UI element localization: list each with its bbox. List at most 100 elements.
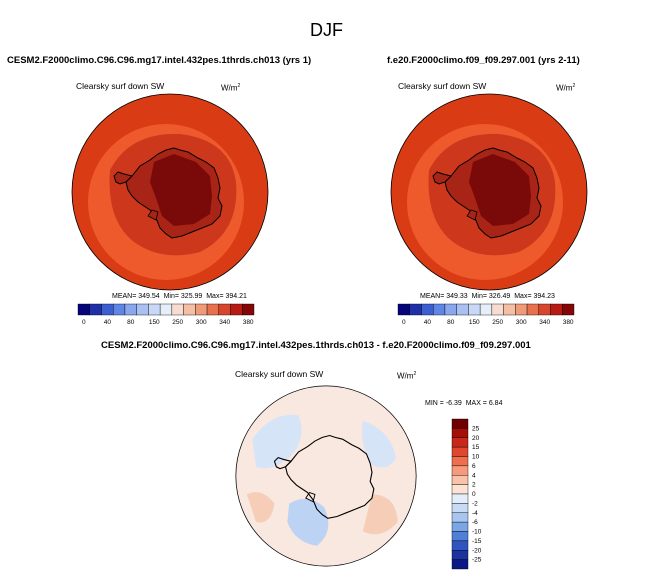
ross-sea-feature xyxy=(466,209,478,221)
colorbar-swatch xyxy=(451,493,469,504)
panel-2-min-value: 326.49 xyxy=(488,293,511,300)
colorbar-swatch xyxy=(491,303,504,316)
colorbar-tick-label: 250 xyxy=(492,319,503,326)
colorbar-swatch xyxy=(479,303,493,316)
panel-1-max-value: 394.21 xyxy=(225,293,247,300)
colorbar-tick-label: 380 xyxy=(243,319,254,326)
colorbar-swatch xyxy=(451,446,469,457)
colorbar-tick-label: -25 xyxy=(472,557,482,564)
colorbar-swatch xyxy=(451,503,469,513)
colorbar-tick-label: 380 xyxy=(563,319,574,326)
panel-1-min-value: 325.99 xyxy=(180,293,203,300)
warm-anomaly-region xyxy=(362,494,398,535)
colorbar-swatch xyxy=(451,465,469,476)
colorbar-swatch xyxy=(451,428,469,438)
colorbar-swatch xyxy=(113,303,126,316)
colorbar-swatch xyxy=(159,303,173,316)
colorbar-swatch xyxy=(433,303,446,316)
colorbar-swatch xyxy=(562,303,575,316)
colorbar-tick-label: 40 xyxy=(104,319,112,326)
panel-1-stats: MEAN= 349.54 Min= 325.99 Max= 394.21 xyxy=(112,293,247,300)
colorbar-tick-label: 0 xyxy=(472,491,476,498)
colorbar-swatch xyxy=(451,559,469,570)
colorbar-swatch xyxy=(206,303,219,316)
colorbar-swatch xyxy=(451,484,469,495)
colorbar-swatch xyxy=(101,303,114,316)
colorbar-swatch xyxy=(397,303,410,316)
colorbar-tick-label: 40 xyxy=(424,319,432,326)
panel-1-colorbar: 0 40 80 150 250 300 340 380 xyxy=(77,303,255,326)
colorbar-swatch xyxy=(451,550,469,560)
colorbar-swatch xyxy=(451,540,469,551)
colorbar-swatch xyxy=(77,303,90,316)
panel-2-title: f.e20.F2000climo.f09_f09.297.001 (yrs 2-… xyxy=(387,55,580,66)
colorbar-tick-label: 80 xyxy=(127,319,135,326)
panel-3-title: CESM2.F2000climo.C96.C96.mg17.intel.432p… xyxy=(101,340,531,351)
colorbar-swatch xyxy=(230,303,243,316)
colorbar-swatch xyxy=(451,512,469,523)
colorbar-swatch xyxy=(242,303,255,316)
interior-plateau-region xyxy=(150,154,212,226)
panel-1-polar-map xyxy=(71,93,269,291)
cool-anomaly-region xyxy=(361,420,396,468)
antarctic-peninsula xyxy=(113,171,133,185)
panel-2-units: W/m2 xyxy=(556,83,576,93)
panel-1-variable-label: Clearsky surf down SW xyxy=(76,81,165,91)
antarctic-peninsula xyxy=(273,456,293,470)
colorbar-tick-label: 150 xyxy=(469,319,480,326)
colorbar-tick-label: 15 xyxy=(472,444,480,451)
panel-2-max-value: 394.23 xyxy=(533,293,555,300)
antarctica-coastline xyxy=(284,434,375,519)
panel-1-title: CESM2.F2000climo.C96.C96.mg17.intel.432p… xyxy=(7,55,312,66)
warm-anomaly-region xyxy=(246,492,275,523)
colorbar-swatch xyxy=(218,303,231,316)
colorbar-tick-label: 150 xyxy=(149,319,160,326)
colorbar-tick-label: 300 xyxy=(516,319,527,326)
colorbar-tick-label: 0 xyxy=(82,319,86,326)
colorbar-swatch xyxy=(526,303,539,316)
panel-2-colorbar: 0 40 80 150 250 300 340 380 xyxy=(397,303,575,326)
panel-2-stats: MEAN= 349.33 Min= 326.49 Max= 394.23 xyxy=(420,293,555,300)
panel-3-stats: MIN = -6.39 MAX = 6.84 xyxy=(425,400,503,407)
antarctic-peninsula xyxy=(432,171,452,185)
colorbar-tick-label: 4 xyxy=(472,472,476,479)
colorbar-swatch xyxy=(451,531,469,542)
colorbar-tick-label: 20 xyxy=(472,435,480,442)
colorbar-tick-label: -15 xyxy=(472,538,482,545)
colorbar-swatch xyxy=(456,303,469,316)
cool-anomaly-region xyxy=(252,414,302,469)
colorbar-tick-label: 6 xyxy=(472,463,476,470)
colorbar-swatch xyxy=(89,303,102,316)
colorbar-swatch xyxy=(148,303,161,316)
colorbar-swatch xyxy=(468,303,481,316)
colorbar-swatch xyxy=(515,303,528,316)
colorbar-swatch xyxy=(451,521,469,532)
difference-background xyxy=(235,385,417,567)
colorbar-tick-label: -6 xyxy=(472,519,478,526)
colorbar-tick-label: 0 xyxy=(402,319,406,326)
colorbar-swatch xyxy=(451,475,469,485)
colorbar-swatch xyxy=(451,456,469,467)
colorbar-swatch xyxy=(538,303,551,316)
panel-3-polar-map xyxy=(235,385,417,567)
panel-3-variable-label: Clearsky surf down SW xyxy=(235,369,324,379)
colorbar-swatch xyxy=(451,418,469,429)
colorbar-tick-label: 10 xyxy=(472,454,480,461)
colorbar-swatch xyxy=(136,303,149,316)
colorbar-swatch xyxy=(444,303,457,316)
colorbar-swatch xyxy=(409,303,422,316)
colorbar-tick-label: 340 xyxy=(539,319,550,326)
colorbar-tick-label: 80 xyxy=(447,319,455,326)
colorbar-tick-label: -20 xyxy=(472,547,482,554)
colorbar-tick-label: 25 xyxy=(472,425,480,432)
colorbar-swatch xyxy=(171,303,184,316)
panel-2-polar-map xyxy=(390,93,588,291)
colorbar-swatch xyxy=(503,303,516,316)
panel-1-mean-value: 349.54 xyxy=(138,293,160,300)
colorbar-swatch xyxy=(124,303,137,316)
colorbar-tick-label: 300 xyxy=(196,319,207,326)
colorbar-tick-label: -4 xyxy=(472,510,478,517)
colorbar-swatch xyxy=(451,437,469,448)
colorbar-swatch xyxy=(421,303,434,316)
